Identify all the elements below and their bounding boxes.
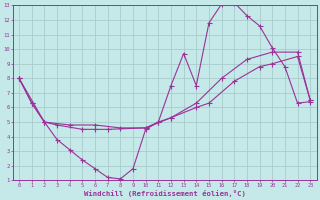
X-axis label: Windchill (Refroidissement éolien,°C): Windchill (Refroidissement éolien,°C)	[84, 190, 245, 197]
